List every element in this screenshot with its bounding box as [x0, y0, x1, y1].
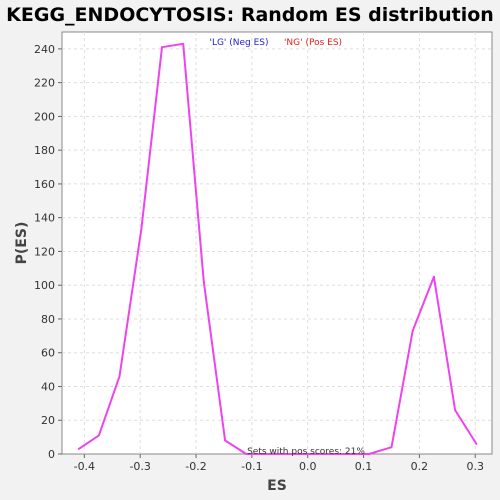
data-point	[368, 453, 371, 455]
data-point	[245, 453, 248, 455]
x-tick-label: 0.3	[466, 460, 484, 473]
data-point	[202, 280, 205, 283]
legend-entry-neg: 'LG' (Neg ES)	[209, 38, 268, 48]
y-tick-label: 240	[34, 43, 55, 56]
x-tick-label: -0.1	[241, 460, 262, 473]
y-tick-label: 120	[34, 245, 55, 258]
y-tick-label: 140	[34, 212, 55, 225]
data-point	[97, 434, 100, 437]
y-tick-label: 180	[34, 144, 55, 157]
y-tick-label: 200	[34, 110, 55, 123]
data-point	[182, 42, 185, 45]
chart-title: KEGG_ENDOCYTOSIS: Random ES distribution	[6, 4, 494, 26]
data-point	[140, 228, 143, 231]
x-tick-label: -0.3	[129, 460, 150, 473]
pos-scores-annotation: Sets with pos scores: 21%	[247, 447, 365, 457]
data-point	[432, 275, 435, 278]
data-point	[454, 409, 457, 412]
y-axis: 0 20 40 60 80 100 120 140 160 180 200 220 240	[34, 43, 62, 461]
x-tick-label: 0.1	[355, 460, 373, 473]
data-point	[77, 447, 80, 450]
y-tick-label: 160	[34, 178, 55, 191]
y-tick-label: 80	[41, 313, 55, 326]
x-axis: -0.4 -0.3 -0.2 -0.1 0.0 0.1 0.2 0.3	[74, 454, 484, 473]
y-tick-label: 220	[34, 77, 55, 90]
y-tick-label: 20	[41, 414, 55, 427]
data-point	[475, 442, 478, 445]
x-tick-label: 0.2	[411, 460, 429, 473]
y-tick-label: 40	[41, 380, 55, 393]
data-point	[224, 439, 227, 442]
legend: 'LG' (Neg ES) 'NG' (Pos ES)	[209, 38, 342, 48]
x-tick-label: 0.0	[299, 460, 317, 473]
y-axis-label: P(ES)	[14, 222, 30, 265]
y-tick-label: 100	[34, 279, 55, 292]
x-tick-label: -0.4	[74, 460, 95, 473]
plot-area	[61, 31, 493, 455]
x-axis-label: ES	[267, 478, 287, 494]
y-tick-label: 60	[41, 347, 55, 360]
data-point	[160, 46, 163, 49]
data-point	[411, 329, 414, 332]
data-point	[118, 375, 121, 378]
x-tick-label: -0.2	[185, 460, 206, 473]
y-tick-label: 0	[48, 448, 55, 461]
legend-entry-pos: 'NG' (Pos ES)	[284, 38, 342, 48]
data-point	[390, 446, 393, 449]
series	[77, 42, 478, 455]
